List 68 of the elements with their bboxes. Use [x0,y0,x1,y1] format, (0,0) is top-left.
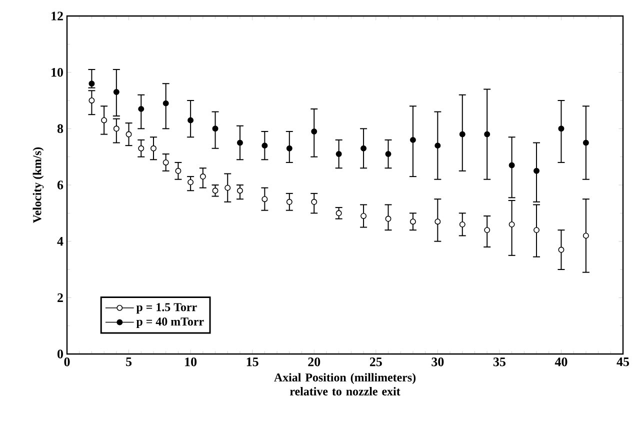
point [286,145,292,152]
point [286,198,292,205]
point [311,198,318,205]
point [224,184,231,191]
point [262,196,268,202]
point [484,227,490,234]
point [360,145,367,152]
y-tick-label: 8 [57,124,64,134]
point [88,98,95,104]
point [582,232,589,239]
point [385,151,392,158]
point [360,212,367,219]
point [410,136,416,143]
point [582,140,589,146]
point [101,117,108,124]
point [484,131,490,138]
point [410,218,416,225]
point [508,162,515,168]
point [162,159,169,166]
point [434,218,441,225]
legend-label: p = 40 mTorr [136,318,204,328]
x-axis-title: Axial Position (millimeters) relative to nozzle exit [274,373,416,396]
x-tick-label: 45 [616,358,630,366]
point [200,174,206,180]
point [336,210,342,216]
point [126,131,132,138]
point [188,179,194,186]
point [212,126,218,132]
point [558,126,564,132]
point [534,168,540,174]
legend-label: p = 1.5 Torr [136,303,197,314]
point [113,89,120,96]
x-tick-label: 25 [370,358,382,366]
x-tick-label: 10 [185,358,197,366]
y-tick-label: 12 [52,12,63,20]
point [262,142,268,149]
point [508,221,515,228]
y-tick-label: 6 [57,180,64,190]
y-tick-label: 4 [57,237,64,246]
point [138,145,144,152]
point [336,151,342,158]
x-tick-label: 35 [493,358,506,366]
point [534,227,540,234]
point [188,117,194,124]
x-tick-label: 20 [308,358,320,366]
x-tick-label: 5 [126,358,132,366]
point [212,188,218,194]
point [459,221,466,228]
y-tick-label: 2 [58,293,63,302]
x-tick-label: 0 [64,358,70,366]
point [459,131,466,138]
point [558,246,564,253]
y-tick-label: 10 [52,68,63,77]
x-tick-label: 40 [554,358,568,366]
x-tick-label: 30 [432,358,444,366]
point [162,100,169,106]
point [138,106,144,112]
point [150,145,156,152]
y-tick-label: 0 [58,350,63,358]
point [236,188,243,194]
x-tick-label: 15 [246,358,258,366]
y-axis-title: Velocity (km/s) [32,147,44,223]
point [311,128,318,134]
point [175,168,182,174]
point [113,126,120,132]
point [434,142,441,149]
point [236,140,243,146]
point [385,216,392,222]
